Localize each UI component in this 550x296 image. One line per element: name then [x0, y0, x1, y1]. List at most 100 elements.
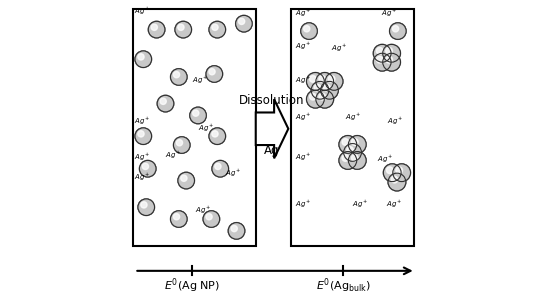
Circle shape	[323, 84, 331, 91]
Circle shape	[140, 161, 156, 177]
Circle shape	[339, 152, 356, 169]
Circle shape	[157, 95, 174, 112]
Circle shape	[138, 54, 144, 60]
Circle shape	[321, 81, 338, 99]
Circle shape	[304, 26, 310, 32]
Circle shape	[228, 223, 245, 239]
Circle shape	[349, 136, 366, 153]
Circle shape	[140, 160, 156, 177]
Circle shape	[229, 223, 244, 239]
Circle shape	[351, 139, 358, 145]
Bar	[133, 9, 256, 246]
Text: Ag$^+$: Ag$^+$	[134, 172, 151, 183]
Circle shape	[314, 84, 321, 91]
Circle shape	[316, 90, 334, 108]
Circle shape	[212, 161, 228, 177]
Circle shape	[389, 23, 406, 39]
Text: Dissolution: Dissolution	[239, 94, 305, 107]
Circle shape	[387, 167, 393, 173]
Circle shape	[316, 91, 333, 108]
Circle shape	[235, 15, 252, 32]
Circle shape	[139, 199, 154, 215]
Text: Ag$^+$: Ag$^+$	[295, 111, 311, 123]
Circle shape	[171, 211, 186, 227]
Bar	[292, 9, 414, 246]
Circle shape	[204, 211, 219, 227]
Circle shape	[151, 24, 157, 30]
Circle shape	[148, 22, 164, 38]
Circle shape	[138, 199, 155, 215]
Circle shape	[376, 56, 383, 63]
Circle shape	[391, 176, 398, 183]
Circle shape	[210, 128, 225, 144]
Circle shape	[342, 139, 349, 145]
Circle shape	[339, 136, 356, 153]
Circle shape	[173, 137, 190, 153]
Circle shape	[175, 22, 191, 38]
Circle shape	[301, 23, 317, 39]
Text: Ag$^+$: Ag$^+$	[198, 123, 214, 134]
Circle shape	[346, 147, 354, 153]
Circle shape	[206, 66, 222, 82]
Circle shape	[209, 69, 215, 75]
Circle shape	[135, 128, 152, 144]
Circle shape	[348, 152, 366, 169]
Text: Ag$^+$: Ag$^+$	[352, 199, 368, 210]
Circle shape	[212, 160, 229, 177]
Circle shape	[206, 214, 212, 220]
Circle shape	[321, 82, 338, 99]
Text: Ag$^+$: Ag$^+$	[225, 168, 241, 179]
Text: Ag$^+$: Ag$^+$	[195, 205, 211, 216]
Circle shape	[307, 91, 324, 108]
Circle shape	[135, 128, 151, 144]
Text: Ag$^+$: Ag$^+$	[295, 74, 311, 86]
Circle shape	[170, 69, 187, 85]
Circle shape	[148, 21, 165, 38]
Circle shape	[393, 164, 410, 181]
Circle shape	[177, 140, 183, 146]
Circle shape	[171, 69, 186, 85]
Circle shape	[236, 16, 252, 32]
Text: Ag$^+$: Ag$^+$	[386, 199, 402, 210]
Circle shape	[212, 131, 218, 137]
Text: Ag$^+$: Ag$^+$	[295, 8, 311, 19]
Circle shape	[390, 23, 406, 39]
Text: Ag: Ag	[265, 144, 280, 157]
Circle shape	[209, 128, 226, 144]
Circle shape	[190, 107, 206, 123]
Circle shape	[138, 131, 144, 137]
Circle shape	[319, 93, 326, 100]
Circle shape	[175, 21, 191, 38]
Circle shape	[342, 155, 349, 161]
Circle shape	[178, 172, 195, 189]
Circle shape	[181, 175, 187, 181]
Text: Ag$^+$: Ag$^+$	[295, 40, 311, 52]
Circle shape	[373, 53, 391, 71]
Circle shape	[344, 144, 361, 161]
Circle shape	[325, 73, 343, 90]
Circle shape	[158, 96, 173, 112]
Circle shape	[339, 152, 357, 169]
Circle shape	[316, 73, 334, 90]
Circle shape	[231, 226, 238, 232]
Text: Ag$^+$: Ag$^+$	[134, 151, 151, 163]
Text: Ag$^+$: Ag$^+$	[134, 116, 151, 127]
Circle shape	[160, 98, 166, 104]
Text: Ag$^+$: Ag$^+$	[387, 116, 403, 127]
Circle shape	[170, 211, 187, 227]
Circle shape	[351, 155, 358, 161]
Circle shape	[349, 152, 366, 169]
Circle shape	[307, 73, 324, 90]
Circle shape	[135, 51, 151, 67]
Circle shape	[373, 44, 391, 62]
Text: $E^0$(Ag$_\mathrm{bulk}$): $E^0$(Ag$_\mathrm{bulk}$)	[316, 277, 370, 295]
Text: Ag$^+$: Ag$^+$	[134, 6, 151, 17]
Text: Ag$^+$: Ag$^+$	[381, 8, 397, 19]
Circle shape	[376, 47, 383, 54]
Circle shape	[209, 21, 226, 38]
Circle shape	[316, 73, 333, 90]
Circle shape	[386, 56, 393, 63]
Circle shape	[310, 75, 316, 82]
Circle shape	[178, 24, 184, 30]
Circle shape	[328, 75, 335, 82]
